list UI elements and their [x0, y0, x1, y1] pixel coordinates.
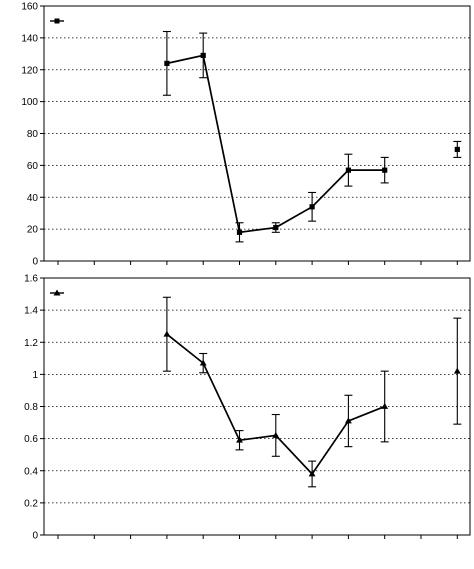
y-tick-label: 60 — [27, 161, 39, 172]
data-point — [309, 204, 315, 210]
y-tick-label: 1.6 — [24, 274, 38, 285]
legend-marker — [54, 18, 60, 24]
data-point — [308, 470, 316, 477]
data-point — [273, 224, 279, 231]
panel-a: 0 20 40 60 80 100 120 140 160 — [21, 2, 471, 268]
y-tick-label: 140 — [21, 33, 38, 44]
legend-marker — [53, 289, 61, 296]
y-tick-label: 1.4 — [24, 306, 38, 317]
data-point — [381, 402, 389, 409]
data-point — [345, 167, 351, 173]
y-tick-label: 160 — [21, 2, 38, 13]
panel-b: 0 0.2 0.4 0.6 0.8 1 1.2 1.4 1.6 — [24, 274, 471, 542]
y-tick-label: 1.2 — [24, 338, 38, 349]
y-tick-label: 0.2 — [24, 498, 38, 509]
y-tick-label: 0.4 — [24, 466, 38, 477]
data-point — [199, 359, 207, 366]
y-tick-label: 0 — [32, 257, 38, 268]
y-tick-label: 0.8 — [24, 402, 38, 413]
y-tick-label: 100 — [21, 97, 38, 108]
y-tick-label: 120 — [21, 65, 38, 76]
data-point — [236, 229, 243, 235]
data-point — [200, 52, 206, 59]
y-tick-label: 0.6 — [24, 434, 38, 445]
y-tick-label: 80 — [27, 129, 39, 140]
y-tick-label: 20 — [27, 225, 39, 236]
series-line — [166, 54, 385, 234]
data-point — [236, 436, 243, 443]
y-tick-label: 0 — [32, 531, 38, 542]
data-point — [453, 367, 461, 374]
data-point — [163, 330, 171, 337]
y-tick-label: 40 — [27, 193, 39, 204]
data-point — [454, 146, 460, 153]
data-point — [345, 417, 352, 424]
data-point — [382, 167, 388, 173]
y-tick-label: 1 — [32, 370, 38, 381]
data-point — [164, 60, 170, 66]
data-point — [272, 431, 280, 438]
